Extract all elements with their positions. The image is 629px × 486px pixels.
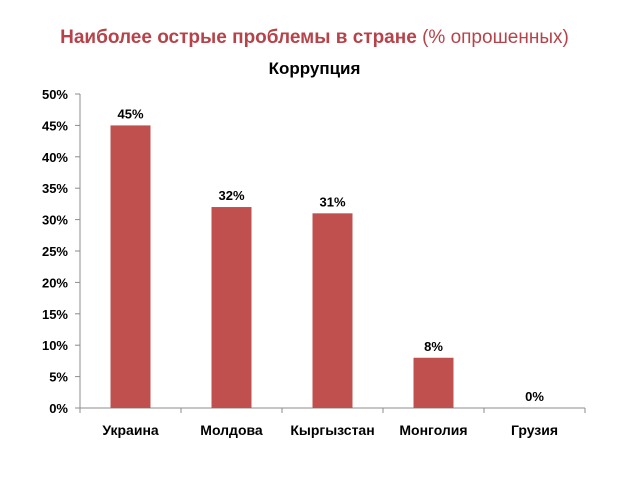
bars xyxy=(110,125,454,409)
y-tick-label: 10% xyxy=(42,338,68,353)
y-tick-label: 45% xyxy=(42,118,68,133)
data-label: 8% xyxy=(424,339,443,354)
bar xyxy=(110,125,151,409)
data-label: 45% xyxy=(117,106,143,121)
y-tick-label: 25% xyxy=(42,244,68,259)
data-label: 0% xyxy=(525,389,544,404)
y-tick-label: 20% xyxy=(42,275,68,290)
slide-title-note: (% опрошенных) xyxy=(422,27,569,48)
y-axis: 0% 5% 10% 15% 20% 25% 30% 35% 40% 45% 50% xyxy=(42,87,81,416)
x-tick-label: Украина xyxy=(102,422,159,438)
y-tick-label: 0% xyxy=(49,401,68,416)
bar xyxy=(312,213,353,408)
x-tick-label: Монголия xyxy=(399,422,467,438)
slide-title: Наиболее острые проблемы в стране (% опр… xyxy=(0,26,629,50)
y-tick-label: 35% xyxy=(42,181,68,196)
y-tick-label: 5% xyxy=(49,370,68,385)
y-tick-label: 30% xyxy=(42,213,68,228)
bar xyxy=(413,357,454,408)
x-tick-label: Молдова xyxy=(200,422,263,438)
bar xyxy=(211,207,252,408)
x-tick-label: Кыргызстан xyxy=(290,422,374,438)
slide-title-main: Наиболее острые проблемы в стране xyxy=(60,27,417,48)
data-labels: 45% 32% 31% 8% 0% xyxy=(117,106,544,404)
data-label: 32% xyxy=(218,188,244,203)
data-label: 31% xyxy=(319,194,345,209)
chart-title: Коррупция xyxy=(268,59,361,78)
y-tick-label: 40% xyxy=(42,150,68,165)
y-tick-label: 50% xyxy=(42,87,68,102)
x-axis: Украина Молдова Кыргызстан Монголия Грузия xyxy=(79,407,586,438)
y-tick-label: 15% xyxy=(42,307,68,322)
x-tick-label: Грузия xyxy=(511,422,558,438)
